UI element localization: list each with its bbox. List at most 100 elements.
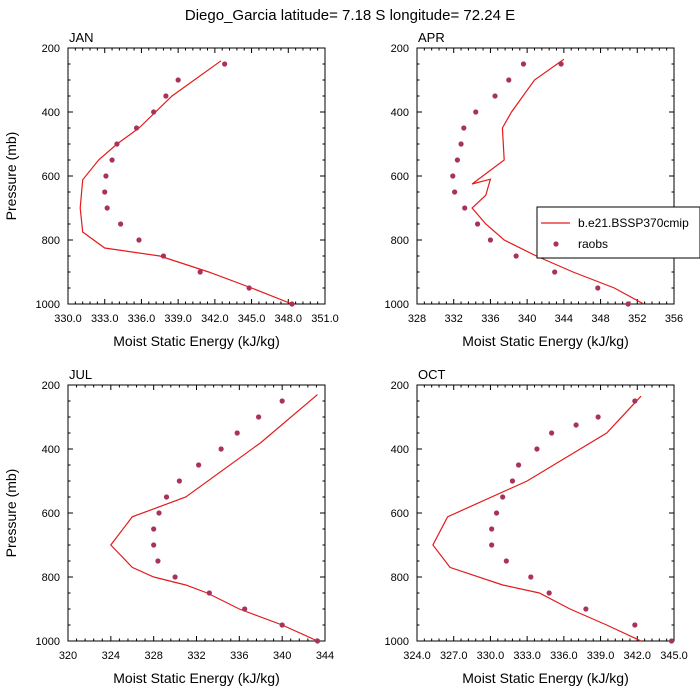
- y-tick-label: 1000: [385, 299, 409, 311]
- raobs-point: [632, 622, 638, 628]
- raobs-point: [632, 398, 638, 404]
- raobs-point: [103, 173, 109, 179]
- y-tick-label: 600: [391, 171, 409, 183]
- x-tick-label: 324.0: [403, 650, 431, 662]
- raobs-point: [133, 125, 140, 131]
- figure-title: Diego_Garcia latitude= 7.18 S longitude=…: [185, 7, 515, 24]
- raobs-point: [222, 61, 228, 67]
- raobs-point: [118, 221, 124, 227]
- raobs-point: [163, 93, 169, 99]
- x-tick-label: 356: [665, 313, 683, 325]
- raobs-point: [473, 109, 479, 115]
- x-tick-label: 348.0: [275, 313, 303, 325]
- raobs-point: [172, 574, 178, 580]
- panels: 330.0 333.0 336.0 339.0 342.0 345.0 348.0 351.0…: [3, 30, 688, 686]
- plot-frame: [416, 47, 675, 305]
- x-tick-label: 351.0: [311, 313, 339, 325]
- x-tick-label: 342.0: [624, 650, 652, 662]
- y-axis-label: Pressure (mb): [3, 469, 19, 558]
- legend-marker-swatch: [553, 241, 559, 247]
- raobs-point: [503, 558, 509, 564]
- legend-box: [536, 206, 700, 259]
- x-tick-label: 352: [628, 313, 646, 325]
- raobs-point: [151, 542, 157, 548]
- raobs-point: [487, 237, 494, 243]
- y-tick-label: 800: [391, 235, 409, 247]
- legend: b.e21.BSSP370cmip raobs: [536, 206, 700, 259]
- raobs-point: [197, 269, 203, 275]
- raobs-point: [625, 301, 631, 307]
- x-tick-label: 336: [481, 313, 499, 325]
- series-raobs: [450, 61, 631, 307]
- raobs-point: [176, 478, 182, 484]
- x-tick-label: 344: [316, 650, 334, 662]
- x-tick-label: 332: [445, 313, 463, 325]
- panel-label: APR: [418, 30, 445, 45]
- raobs-point: [489, 526, 495, 532]
- legend-label-raobs: raobs: [578, 237, 608, 251]
- x-tick-label: 345.0: [660, 650, 688, 662]
- raobs-point: [289, 301, 295, 307]
- raobs-point: [109, 157, 115, 163]
- y-tick-label: 800: [42, 235, 60, 247]
- x-tick-label: 320: [59, 650, 77, 662]
- raobs-point: [156, 510, 162, 516]
- raobs-point: [595, 285, 601, 291]
- y-tick-label: 200: [391, 380, 409, 392]
- y-tick-label: 200: [42, 43, 60, 55]
- x-tick-label: 324: [102, 650, 120, 662]
- y-tick-label: 1000: [385, 636, 409, 648]
- raobs-point: [234, 430, 240, 436]
- raobs-point: [151, 526, 157, 532]
- raobs-point: [136, 237, 142, 243]
- raobs-point: [246, 285, 252, 291]
- raobs-point: [668, 638, 675, 644]
- raobs-point: [474, 221, 481, 227]
- raobs-point: [515, 462, 522, 468]
- x-tick-label: 342.0: [201, 313, 229, 325]
- panel-jan: 330.0 333.0 336.0 339.0 342.0 345.0 348.0 351.0…: [3, 30, 339, 349]
- raobs-point: [492, 93, 498, 99]
- x-tick-label: 340: [273, 650, 291, 662]
- raobs-point: [528, 574, 534, 580]
- y-tick-label: 600: [391, 508, 409, 520]
- raobs-point: [552, 269, 558, 275]
- raobs-point: [452, 189, 458, 195]
- raobs-point: [314, 638, 321, 644]
- raobs-point: [454, 157, 460, 163]
- x-tick-label: 345.0: [238, 313, 266, 325]
- panel-jul: 320 324 328 332 336 340 344 200 400 600 800 1000 JUL…: [3, 367, 334, 686]
- raobs-point: [461, 125, 467, 131]
- series-line-model: [110, 394, 318, 642]
- x-tick-label: 330.0: [477, 650, 505, 662]
- series-line-model: [79, 60, 293, 305]
- panel-label: JAN: [69, 30, 94, 45]
- x-tick-label: 332: [187, 650, 205, 662]
- raobs-point: [256, 414, 262, 420]
- y-tick-label: 200: [42, 380, 60, 392]
- panel-apr: 328 332 336 340 344 348 352 356 200 400 600 800 1000…: [385, 30, 684, 349]
- series-raobs: [151, 398, 321, 644]
- x-tick-label: 330.0: [54, 313, 82, 325]
- x-tick-label: 336: [230, 650, 248, 662]
- panel-label: OCT: [418, 367, 446, 382]
- raobs-point: [279, 398, 285, 404]
- raobs-point: [462, 205, 468, 211]
- y-tick-label: 800: [42, 572, 60, 584]
- legend-label-model: b.e21.BSSP370cmip: [578, 216, 689, 230]
- x-tick-label: 339.0: [587, 650, 615, 662]
- x-tick-label: 336.0: [128, 313, 156, 325]
- x-axis-label: Moist Static Energy (kJ/kg): [113, 670, 280, 686]
- raobs-point: [102, 189, 108, 195]
- y-tick-label: 400: [42, 107, 60, 119]
- raobs-point: [520, 61, 527, 67]
- raobs-point: [242, 606, 248, 612]
- y-tick-label: 1000: [36, 299, 60, 311]
- raobs-point: [114, 141, 120, 147]
- panel-oct: 324.0 327.0 330.0 333.0 336.0 339.0 342.0 345.0…: [385, 367, 688, 686]
- plot-frame: [67, 384, 326, 642]
- raobs-point: [573, 422, 579, 428]
- y-tick-label: 200: [391, 43, 409, 55]
- raobs-point: [509, 478, 516, 484]
